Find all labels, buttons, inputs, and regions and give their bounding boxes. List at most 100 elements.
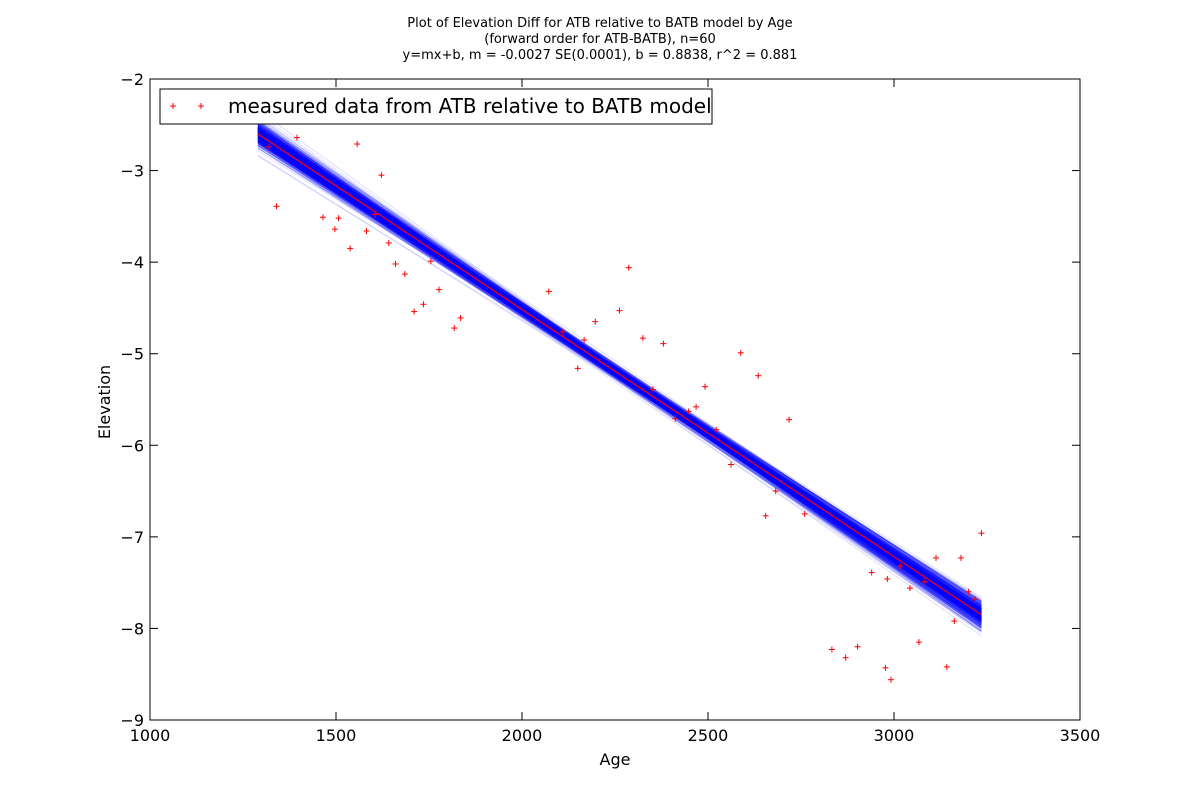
bootstrap-line [257, 130, 982, 622]
chart-title: Plot of Elevation Diff for ATB relative … [403, 16, 798, 63]
bootstrap-line [257, 127, 982, 615]
bootstrap-line [257, 132, 982, 613]
bootstrap-line [257, 147, 982, 604]
data-point [728, 461, 735, 468]
bootstrap-line [257, 135, 982, 610]
bootstrap-line [257, 134, 982, 622]
bootstrap-line [257, 130, 982, 612]
bootstrap-line [257, 136, 982, 610]
bootstrap-line [257, 125, 982, 622]
bootstrap-line [257, 147, 982, 610]
bootstrap-line [257, 120, 982, 608]
bootstrap-line [257, 138, 982, 604]
data-point [436, 286, 443, 293]
x-tick-label: 1500 [316, 726, 357, 745]
bootstrap-line [257, 129, 982, 623]
bootstrap-line [257, 129, 982, 611]
bootstrap-line [257, 140, 982, 617]
bootstrap-line [257, 128, 982, 628]
bootstrap-line [257, 124, 982, 622]
data-point [625, 264, 632, 271]
data-point [392, 260, 399, 267]
bootstrap-line [257, 130, 982, 606]
bootstrap-line [257, 133, 982, 621]
bootstrap-line [257, 124, 982, 623]
bootstrap-line [257, 138, 982, 613]
bootstrap-line [257, 122, 982, 623]
bootstrap-line [257, 126, 982, 613]
data-point [828, 646, 835, 653]
data-point [319, 214, 326, 221]
data-point [616, 307, 623, 314]
bootstrap-line [257, 127, 982, 631]
bootstrap-line [257, 133, 982, 619]
bootstrap-line [257, 130, 982, 614]
data-point [915, 639, 922, 646]
bootstrap-line [257, 137, 982, 601]
data-point [649, 386, 656, 393]
bootstrap-line [257, 128, 982, 614]
bootstrap-line [257, 139, 982, 606]
bootstrap-line [257, 128, 982, 614]
bootstrap-line [257, 129, 982, 605]
bootstrap-line [257, 141, 982, 609]
bootstrap-line [257, 128, 982, 610]
bootstrap-line [257, 133, 982, 623]
bootstrap-line [257, 138, 982, 612]
regression-line [257, 133, 982, 616]
bootstrap-line [257, 133, 982, 625]
bootstrap-line [257, 140, 982, 611]
bootstrap-line [257, 139, 982, 607]
bootstrap-line [257, 133, 982, 612]
bootstrap-line [257, 109, 982, 632]
bootstrap-line [257, 139, 982, 612]
bootstrap-line [257, 133, 982, 607]
data-point [420, 301, 427, 308]
bootstrap-line [257, 128, 982, 609]
data-point [921, 578, 928, 585]
data-point [378, 172, 385, 179]
data-point [335, 215, 342, 222]
bootstrap-line [257, 128, 982, 614]
bootstrap-line [257, 138, 982, 613]
bootstrap-line [257, 145, 982, 600]
bootstrap-line [257, 125, 982, 626]
bootstrap-line [257, 128, 982, 618]
bootstrap-line [257, 132, 982, 626]
bootstrap-line [257, 141, 982, 612]
data-point [693, 403, 700, 410]
bootstrap-line [257, 127, 982, 625]
bootstrap-line [257, 143, 982, 615]
bootstrap-line [257, 145, 982, 607]
bootstrap-line [257, 140, 982, 610]
bootstrap-line [257, 144, 982, 616]
bootstrap-line [257, 131, 982, 620]
bootstrap-line [257, 130, 982, 614]
data-point [943, 663, 950, 670]
bootstrap-line [257, 132, 982, 614]
title-line-3: y=mx+b, m = -0.0027 SE(0.0001), b = 0.88… [403, 48, 798, 63]
bootstrap-line [257, 134, 982, 628]
bootstrap-line [257, 146, 982, 612]
x-tick-label: 1000 [130, 726, 171, 745]
bootstrap-line [257, 132, 982, 612]
bootstrap-line [257, 139, 982, 598]
bootstrap-line [257, 130, 982, 623]
bootstrap-line [257, 128, 982, 614]
data-point [660, 340, 667, 347]
bootstrap-line [257, 128, 982, 623]
bootstrap-line [257, 129, 982, 614]
bootstrap-line [257, 132, 982, 615]
bootstrap-line [257, 125, 982, 614]
bootstrap-line [257, 136, 982, 626]
bootstrap-line [257, 132, 982, 610]
bootstrap-line [257, 125, 982, 619]
bootstrap-line [257, 129, 982, 613]
data-point [897, 563, 904, 570]
bootstrap-line [257, 135, 982, 617]
bootstrap-line [257, 129, 982, 615]
bootstrap-line [257, 139, 982, 616]
bootstrap-line [257, 125, 982, 615]
data-point [842, 654, 849, 661]
bootstrap-line [257, 143, 982, 617]
